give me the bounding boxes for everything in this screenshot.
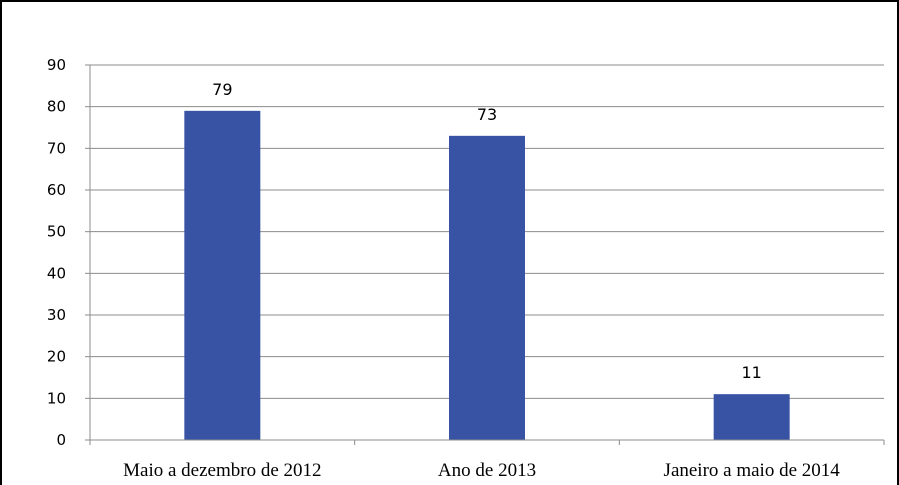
y-tick-label: 0 — [56, 431, 66, 449]
y-tick-label: 70 — [47, 139, 66, 157]
data-label: 79 — [212, 80, 232, 99]
y-tick-label: 20 — [47, 348, 66, 366]
data-label: 11 — [741, 363, 761, 382]
y-tick-label: 40 — [47, 264, 66, 282]
x-axis: Maio a dezembro de 2012 Ano de 2013 Janeir… — [89, 439, 885, 481]
bar — [713, 394, 790, 440]
y-tick-label: 30 — [47, 306, 66, 324]
x-tick-label: Janeiro a maio de 2014 — [664, 460, 841, 481]
y-tick-label: 60 — [47, 181, 66, 199]
bar — [184, 110, 261, 440]
data-label: 73 — [477, 105, 497, 124]
bars — [184, 110, 790, 441]
y-axis: 0 10 20 30 40 50 60 70 80 90 — [47, 56, 91, 449]
x-tick-label: Ano de 2013 — [438, 460, 536, 481]
bar — [449, 135, 525, 441]
data-labels: 79 73 11 — [212, 80, 762, 382]
y-tick-label: 50 — [47, 223, 66, 241]
y-tick-label: 80 — [47, 98, 66, 116]
y-tick-label: 90 — [47, 56, 66, 74]
x-tick-label: Maio a dezembro de 2012 — [123, 460, 321, 481]
y-tick-label: 10 — [47, 389, 66, 407]
